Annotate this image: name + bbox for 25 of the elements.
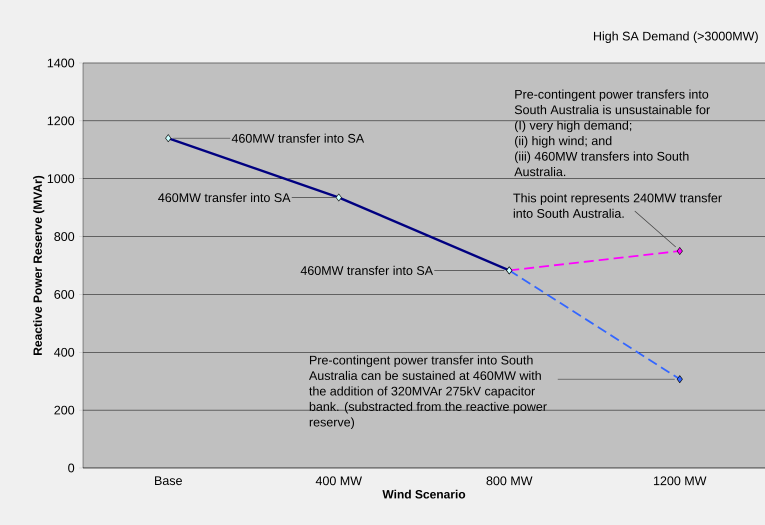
annotation: Pre-contingent power transfers into South Australia is unsustainable for xyxy=(514,90,710,114)
point xyxy=(676,375,683,384)
annotation: (ii) high wind; and xyxy=(515,136,612,148)
x-tick-label: 1200 MW xyxy=(654,476,706,486)
y-tick-label: 200 xyxy=(54,406,74,415)
y-tick-label: 1000 xyxy=(48,174,74,184)
y-tick-label: 800 xyxy=(54,232,74,241)
y-axis-title: Reactive Power Reserve (MVAr) xyxy=(33,176,44,355)
annotation: (iii) 460MW transfers into South Australia. xyxy=(514,152,688,176)
x-tick-label: 400 MW xyxy=(316,476,362,486)
x-tick-label: 800 MW xyxy=(486,476,532,486)
y-tick-label: 600 xyxy=(54,290,74,299)
x-tick-label: Base xyxy=(155,476,182,486)
y-tick-label: 1200 xyxy=(48,116,74,126)
annotation: 460MW transfer into SA xyxy=(158,192,291,202)
annotation: 460MW transfer into SA xyxy=(300,266,434,275)
annotation: This point represents 240MW transfer into South Australia. xyxy=(513,193,722,218)
chart-title: High SA Demand (>3000MW) xyxy=(594,31,758,44)
annotation: (I) very high demand; xyxy=(515,120,632,132)
x-axis-title: Wind Scenario xyxy=(382,490,466,499)
y-tick-label: 1400 xyxy=(48,58,74,68)
point xyxy=(676,247,683,255)
y-tick-label: 400 xyxy=(54,348,74,357)
annotation: 460MW transfer into SA xyxy=(232,134,364,143)
y-tick-label: 0 xyxy=(68,464,74,472)
